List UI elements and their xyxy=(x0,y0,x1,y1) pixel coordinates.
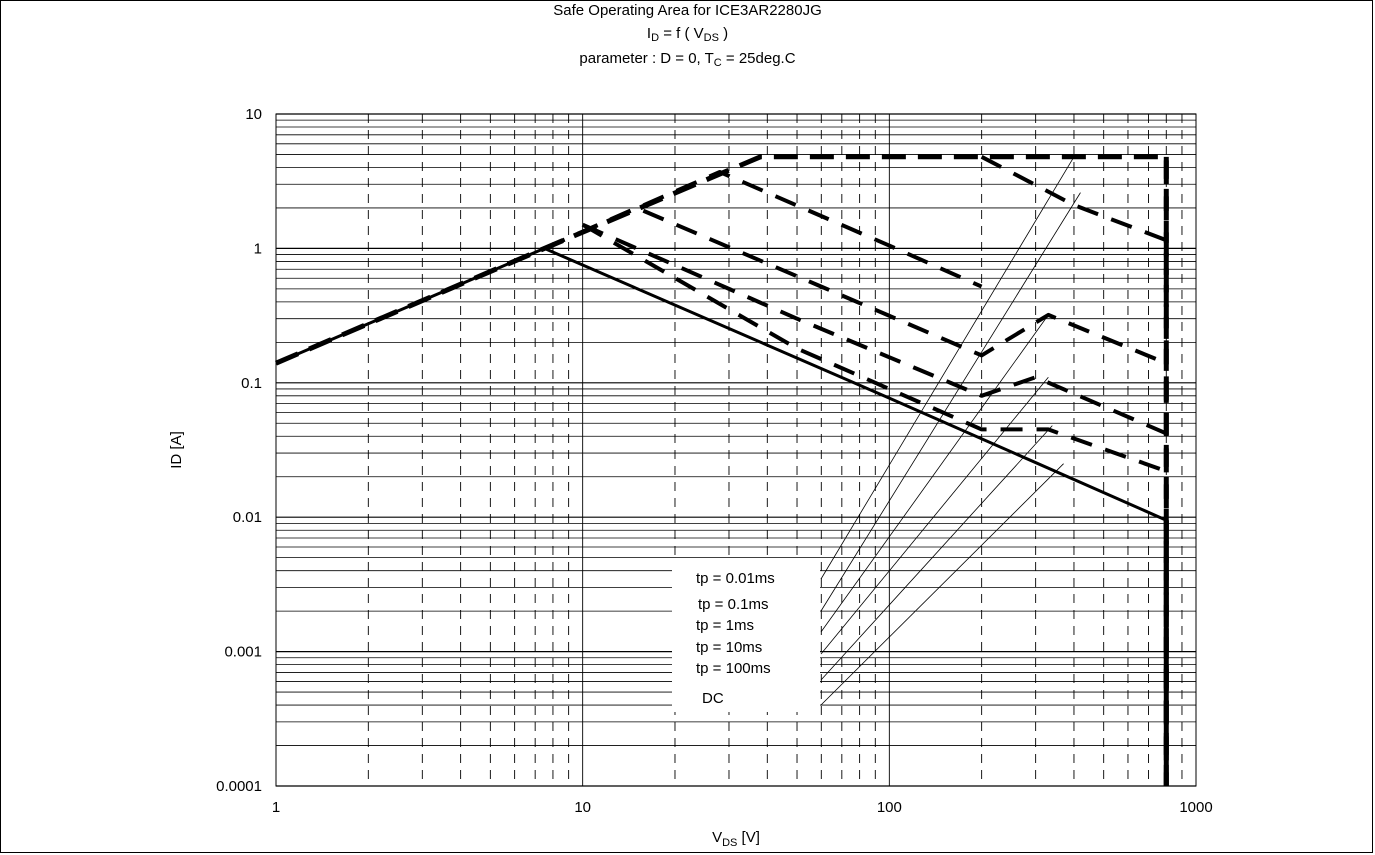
legend-leader-line xyxy=(820,463,1064,706)
y-tick-label: 0.1 xyxy=(241,375,262,392)
y-tick-label: 0.01 xyxy=(233,509,262,526)
legend-label: tp = 0.01ms xyxy=(696,570,775,587)
param-prefix: parameter : D = 0, T xyxy=(579,50,714,67)
legend-label: tp = 10ms xyxy=(696,639,762,656)
legend-label: tp = 1ms xyxy=(696,617,754,634)
grid-layer xyxy=(275,113,1197,787)
tick-labels-layer: 1 10 100 1000 10 1 0.1 0.01 0.001 0.0001 xyxy=(216,106,1213,816)
legend-leader-line xyxy=(820,192,1081,612)
x-tick-label: 10 xyxy=(574,799,591,816)
legend-layer: tp = 0.01ms tp = 0.1ms tp = 1ms tp = 10ms tp… xyxy=(672,156,1081,712)
series-layer xyxy=(275,154,1169,786)
plot-border xyxy=(275,113,1197,787)
legend-label: DC xyxy=(702,690,724,707)
series-line xyxy=(543,205,1168,366)
x-tick-label: 1000 xyxy=(1179,799,1212,816)
subtitle-end: ) xyxy=(718,25,729,42)
y-tick-label: 0.001 xyxy=(224,644,262,661)
series-line xyxy=(581,222,1167,474)
legend-leader-line xyxy=(820,425,1053,681)
subtitle-i: I xyxy=(646,25,652,42)
subtitle-mid: = f ( V xyxy=(659,25,704,42)
subtitle-v-sub: DS xyxy=(703,32,719,44)
chart-title: Safe Operating Area for ICE3AR2280JG xyxy=(553,2,822,19)
chart-subtitle: ID = f ( VDS ) xyxy=(0,25,1375,44)
legend-box xyxy=(672,562,820,712)
subtitle-i-sub: D xyxy=(651,32,660,44)
legend-leader-line xyxy=(820,376,1049,655)
y-tick-label: 10 xyxy=(245,106,262,123)
x-axis-label-unit: [V] xyxy=(737,829,760,846)
legend-label: tp = 100ms xyxy=(696,660,771,677)
x-axis-label-sub: DS xyxy=(722,837,737,849)
legend-leader-line xyxy=(820,156,1075,580)
y-tick-label: 1 xyxy=(254,240,262,257)
x-axis-label-main: V xyxy=(712,829,722,846)
x-tick-label: 100 xyxy=(877,799,902,816)
series-line xyxy=(275,246,1167,522)
legend-leader-line xyxy=(820,314,1049,633)
legend-label: tp = 0.1ms xyxy=(698,596,768,613)
param-sub: C xyxy=(713,57,722,69)
x-axis-label: VDS [V] xyxy=(712,829,760,849)
chart-parameter: parameter : D = 0, TC = 25deg.C xyxy=(0,50,1375,69)
param-suffix: = 25deg.C xyxy=(721,50,796,67)
x-tick-label: 1 xyxy=(272,799,280,816)
series-line xyxy=(581,222,1168,436)
y-axis-label: ID [A] xyxy=(168,431,185,469)
y-tick-label: 0.0001 xyxy=(216,778,262,795)
